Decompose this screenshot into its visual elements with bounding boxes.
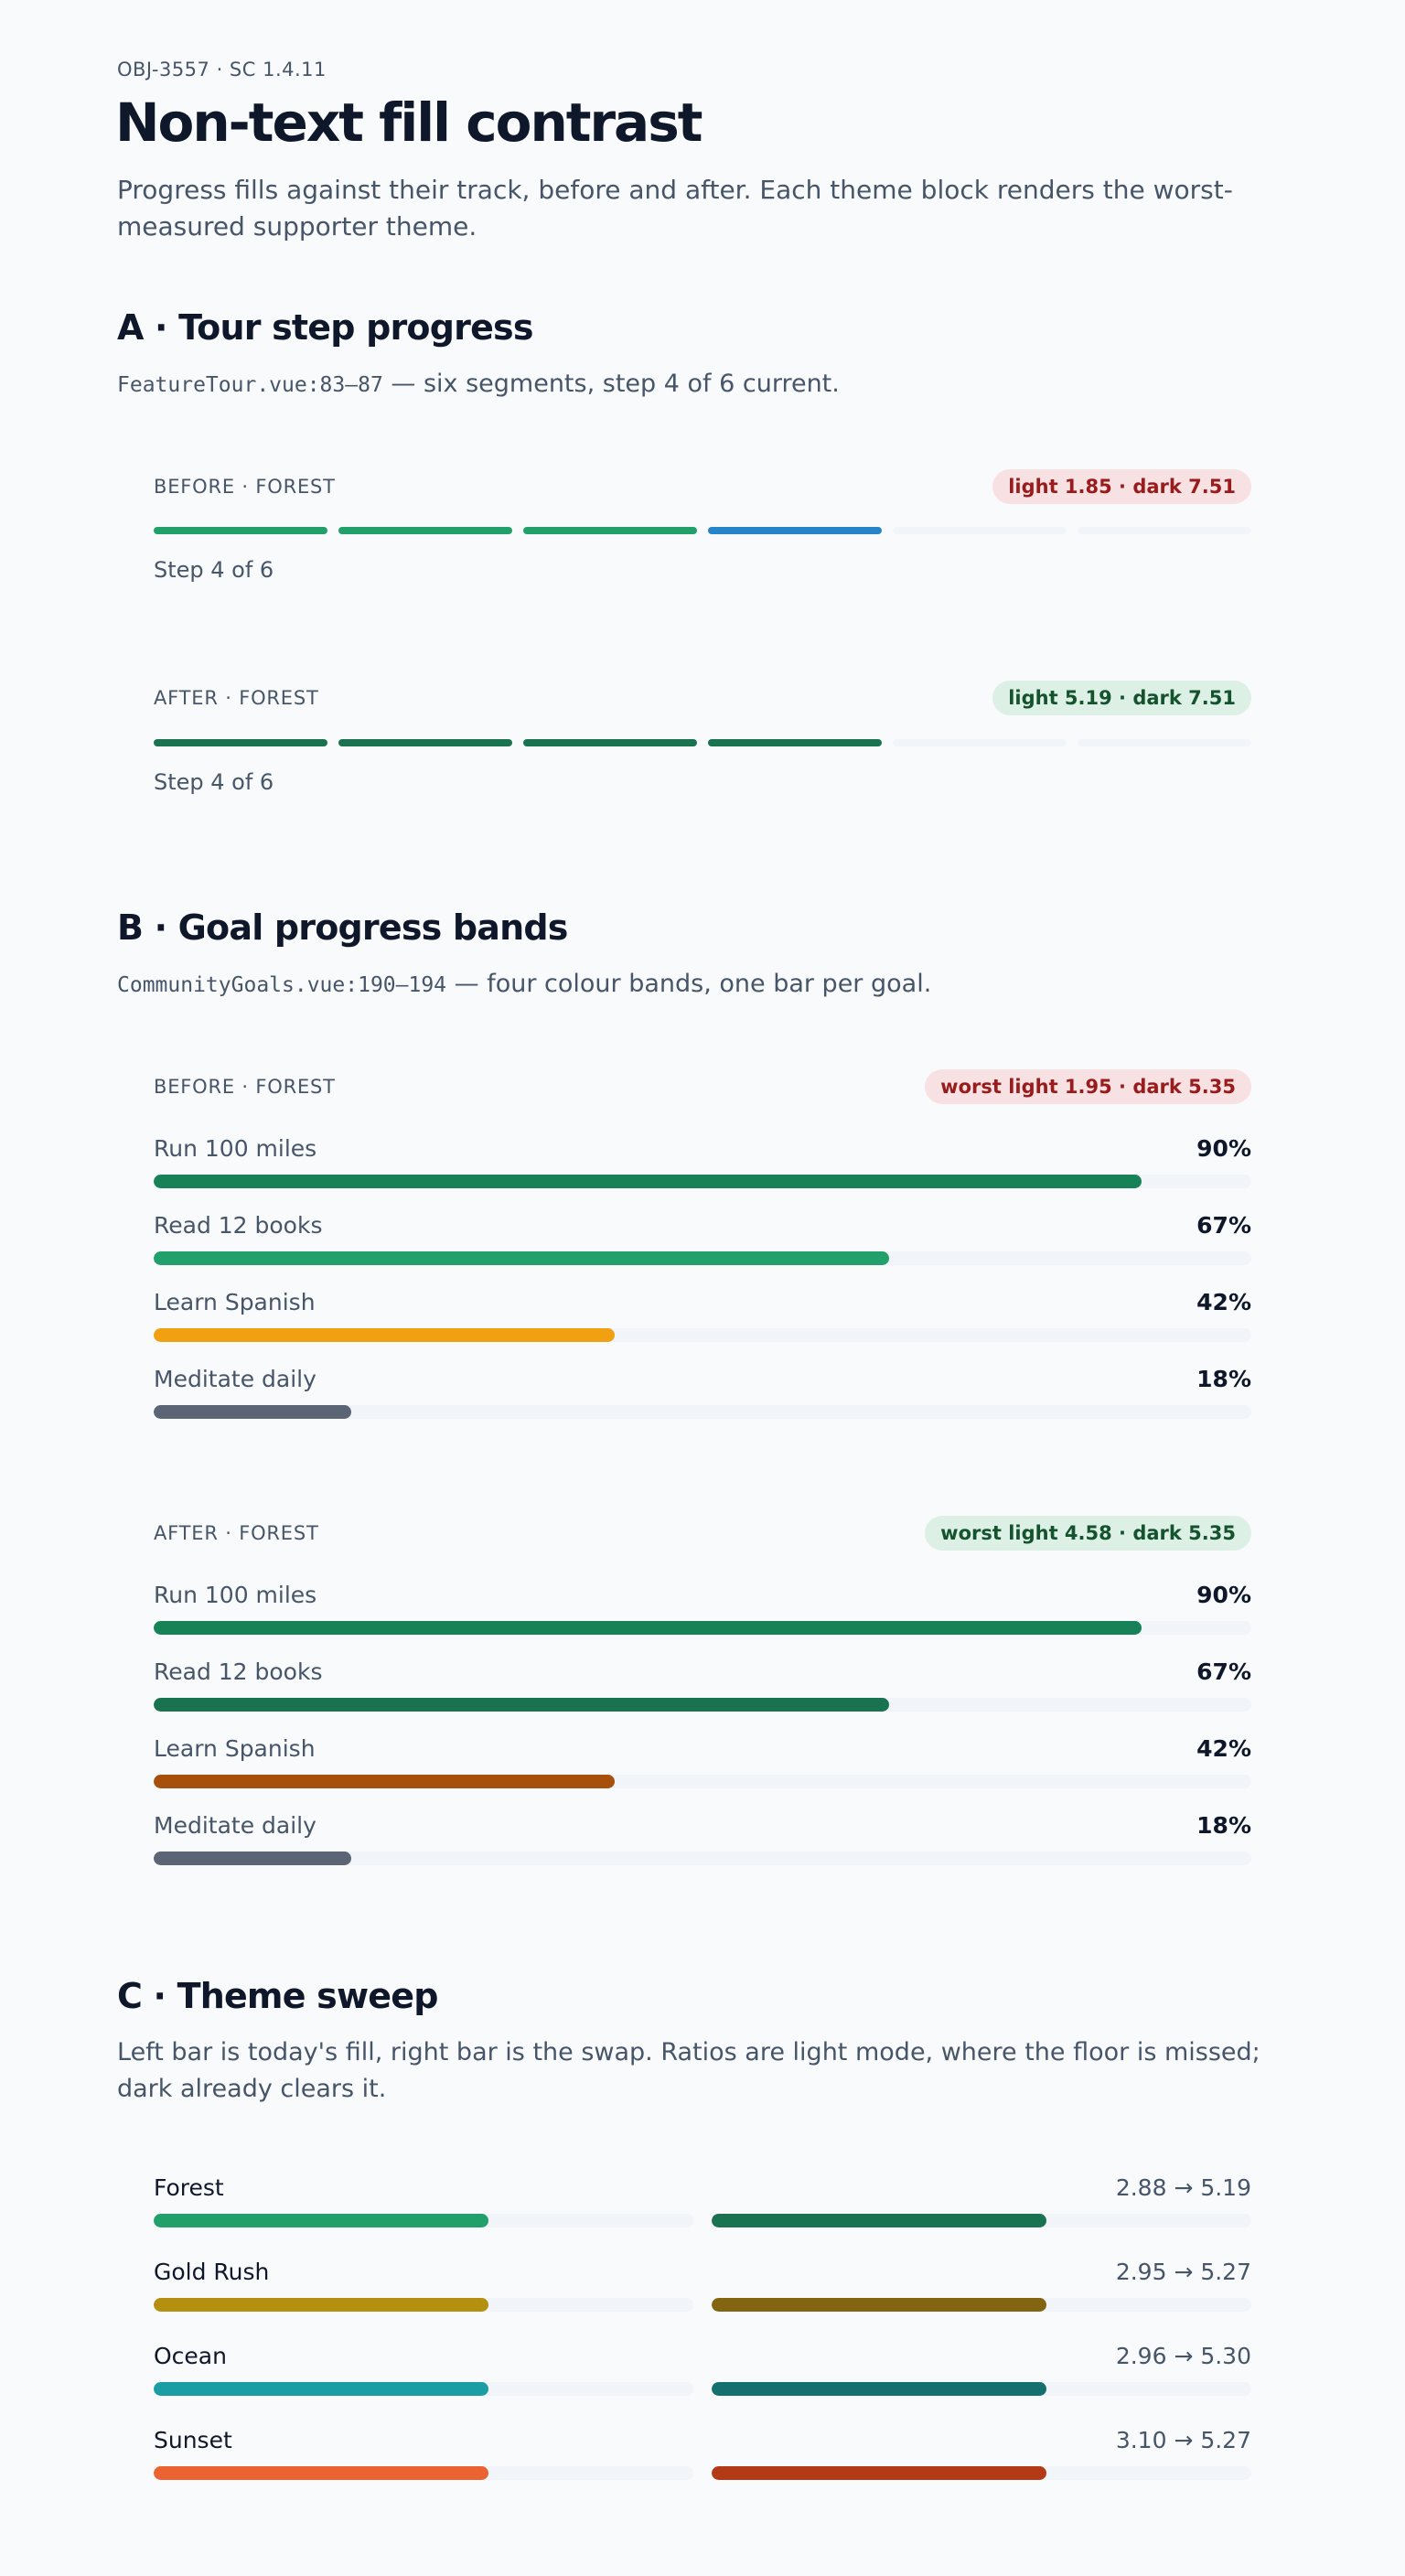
tour-block-label: AFTER · FOREST (154, 687, 319, 709)
goal-track (154, 1852, 1251, 1865)
theme-before-fill (154, 2382, 488, 2396)
contrast-badge: light 1.85 · dark 7.51 (992, 469, 1251, 504)
step-segment (523, 527, 697, 534)
goal-track (154, 1175, 1251, 1188)
page-lede: Progress fills against their track, befo… (117, 175, 1233, 242)
tour-segments (154, 739, 1251, 746)
theme-ratio: 2.88 → 5.19 (1115, 2174, 1251, 2201)
theme-before-track (154, 2214, 693, 2227)
step-segment (1078, 527, 1251, 534)
goal-name: Run 100 miles (154, 1135, 317, 1162)
goal-track (154, 1775, 1251, 1788)
theme-name: Ocean (154, 2343, 227, 2369)
section-b-description: — four colour bands, one bar per goal. (446, 970, 932, 998)
theme-name: Gold Rush (154, 2259, 270, 2285)
contrast-badge: light 5.19 · dark 7.51 (992, 681, 1251, 715)
goal-percent: 42% (1196, 1289, 1251, 1315)
step-segment (154, 527, 327, 534)
step-segment (893, 739, 1067, 746)
theme-after-fill (712, 2214, 1046, 2227)
goal-fill (154, 1852, 351, 1865)
tour-block-label: BEFORE · FOREST (154, 476, 336, 498)
step-segment (154, 739, 327, 746)
goal-percent: 42% (1196, 1735, 1251, 1762)
goal-fill (154, 1621, 1142, 1635)
goal-percent: 67% (1196, 1658, 1251, 1685)
goal-fill (154, 1698, 889, 1712)
goal-name: Learn Spanish (154, 1735, 316, 1762)
theme-ratio: 2.95 → 5.27 (1115, 2259, 1251, 2285)
goal-name: Read 12 books (154, 1658, 323, 1685)
theme-name: Forest (154, 2174, 224, 2201)
goal-fill (154, 1175, 1142, 1188)
theme-ratio: 2.96 → 5.30 (1115, 2343, 1251, 2369)
page-eyebrow: OBJ-3557 · SC 1.4.11 (117, 59, 327, 80)
contrast-badge: worst light 1.95 · dark 5.35 (925, 1069, 1251, 1104)
theme-after-track (712, 2382, 1251, 2396)
tour-segments (154, 527, 1251, 534)
goal-percent: 90% (1196, 1582, 1251, 1608)
contrast-badge: worst light 4.58 · dark 5.35 (925, 1516, 1251, 1551)
goal-fill (154, 1328, 615, 1342)
theme-before-fill (154, 2466, 488, 2480)
theme-after-track (712, 2214, 1251, 2227)
theme-before-fill (154, 2298, 488, 2312)
section-a-source: FeatureTour.vue:83–87 (117, 373, 383, 397)
section-b-title: B · Goal progress bands (117, 907, 568, 948)
goal-percent: 18% (1196, 1366, 1251, 1392)
goal-percent: 18% (1196, 1812, 1251, 1839)
goal-name: Run 100 miles (154, 1582, 317, 1608)
goal-track (154, 1328, 1251, 1342)
theme-after-fill (712, 2382, 1046, 2396)
step-indicator: Step 4 of 6 (154, 557, 274, 583)
theme-after-track (712, 2466, 1251, 2480)
step-segment (708, 739, 882, 746)
goal-percent: 67% (1196, 1212, 1251, 1239)
goals-block-label: AFTER · FOREST (154, 1522, 319, 1544)
goal-track (154, 1251, 1251, 1265)
goal-track (154, 1405, 1251, 1419)
theme-before-track (154, 2298, 693, 2312)
section-a-subtitle: FeatureTour.vue:83–87 — six segments, st… (117, 366, 1306, 403)
page-title: Non-text fill contrast (115, 91, 702, 154)
goal-fill (154, 1405, 351, 1419)
section-b-source: CommunityGoals.vue:190–194 (117, 973, 447, 997)
theme-after-track (712, 2298, 1251, 2312)
step-segment (338, 739, 512, 746)
goal-track (154, 1621, 1251, 1635)
step-segment (893, 527, 1067, 534)
goal-fill (154, 1775, 615, 1788)
goals-block-label: BEFORE · FOREST (154, 1076, 336, 1098)
goal-name: Read 12 books (154, 1212, 323, 1239)
theme-before-track (154, 2466, 693, 2480)
section-a-description: — six segments, step 4 of 6 current. (382, 370, 840, 398)
step-segment (1078, 739, 1251, 746)
section-a-title: A · Tour step progress (117, 307, 534, 348)
theme-name: Sunset (154, 2427, 232, 2453)
goal-name: Meditate daily (154, 1812, 316, 1839)
goal-percent: 90% (1196, 1135, 1251, 1162)
section-c-description: Left bar is today's fill, right bar is t… (117, 2038, 1260, 2103)
goal-track (154, 1698, 1251, 1712)
step-indicator: Step 4 of 6 (154, 769, 274, 795)
theme-after-fill (712, 2298, 1046, 2312)
theme-ratio: 3.10 → 5.27 (1115, 2427, 1251, 2453)
section-b-subtitle: CommunityGoals.vue:190–194 — four colour… (117, 966, 1306, 1004)
step-segment (708, 527, 882, 534)
section-c-title: C · Theme sweep (117, 1976, 438, 2016)
theme-before-track (154, 2382, 693, 2396)
step-segment (338, 527, 512, 534)
theme-after-fill (712, 2466, 1046, 2480)
theme-before-fill (154, 2214, 488, 2227)
step-segment (523, 739, 697, 746)
goal-name: Meditate daily (154, 1366, 316, 1392)
goal-name: Learn Spanish (154, 1289, 316, 1315)
goal-fill (154, 1251, 889, 1265)
